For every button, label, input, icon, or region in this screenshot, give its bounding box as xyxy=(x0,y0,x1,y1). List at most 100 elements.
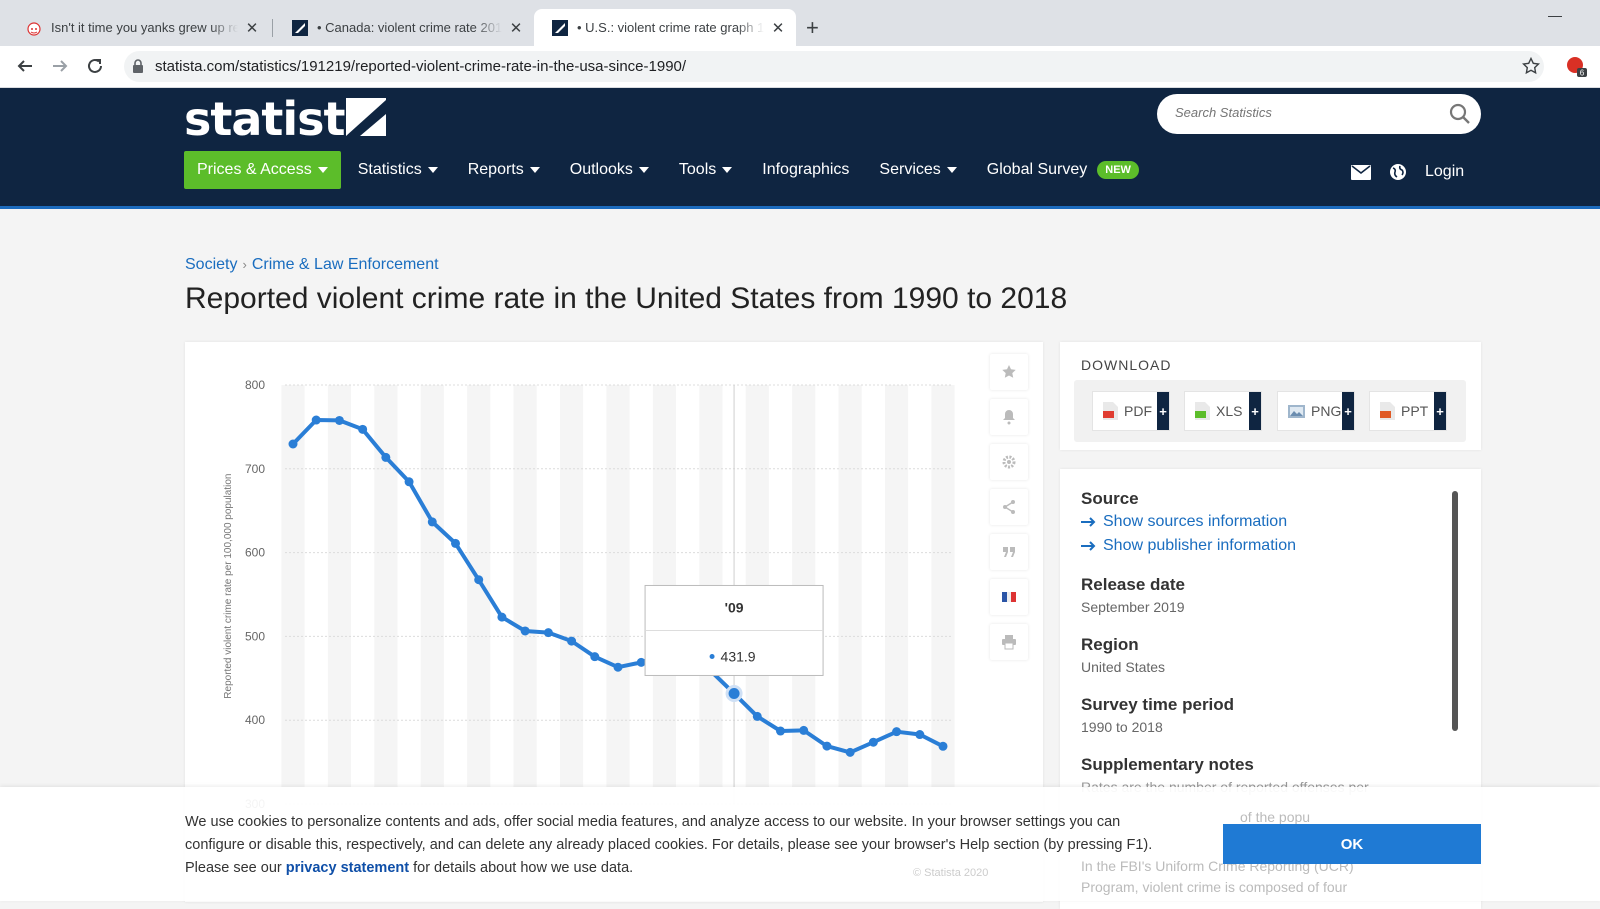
search-input[interactable] xyxy=(1173,104,1437,121)
nav-tools[interactable]: Tools xyxy=(678,161,733,179)
notification-button[interactable] xyxy=(990,399,1028,435)
plus-icon: + xyxy=(1249,392,1261,430)
nav-prices-access[interactable]: Prices & Access xyxy=(184,151,341,189)
data-point xyxy=(427,517,437,527)
y-tick-label: 600 xyxy=(245,546,265,560)
url-text[interactable]: statista.com/statistics/191219/reported-… xyxy=(155,58,687,75)
mail-icon[interactable] xyxy=(1351,164,1371,180)
back-arrow-icon xyxy=(17,60,32,72)
data-point xyxy=(915,730,925,740)
cookie-message: We use cookies to personalize contents a… xyxy=(185,811,1165,880)
arrow-right-icon xyxy=(1081,517,1097,527)
download-label: PPT xyxy=(1401,403,1429,419)
grid-band xyxy=(420,385,444,804)
close-tab-icon[interactable]: ✕ xyxy=(509,19,523,37)
nav-reports[interactable]: Reports xyxy=(468,161,540,179)
statista-favicon-icon xyxy=(292,19,308,36)
browser-tab-2[interactable]: • Canada: violent crime rate 2018 ✕ xyxy=(274,9,534,46)
grid-band xyxy=(513,385,537,804)
release-date-heading: Release date xyxy=(1081,575,1185,594)
new-tab-button[interactable]: + xyxy=(806,15,819,40)
download-png-button[interactable]: PNG + xyxy=(1277,391,1355,431)
cookie-ok-button[interactable]: OK xyxy=(1223,824,1481,864)
data-point xyxy=(892,727,902,737)
ppt-file-icon xyxy=(1380,402,1395,420)
nav-label: Statistics xyxy=(357,161,422,178)
login-link[interactable]: Login xyxy=(1425,163,1465,180)
data-point xyxy=(520,626,530,636)
lock-icon xyxy=(132,59,144,78)
nav-global-survey[interactable]: Global Survey NEW xyxy=(987,161,1139,179)
data-point xyxy=(725,684,743,702)
search-icon[interactable] xyxy=(1449,103,1471,130)
browser-tab-3[interactable]: • U.S.: violent crime rate graph 19 ✕ xyxy=(534,9,796,46)
chevron-down-icon xyxy=(722,167,733,173)
show-sources-link[interactable]: Show sources information xyxy=(1081,513,1441,531)
statista-logo[interactable]: statista xyxy=(184,92,376,146)
grid-band xyxy=(327,385,352,804)
breadcrumb-society[interactable]: Society xyxy=(185,256,238,273)
tooltip-label: '09 xyxy=(725,599,744,615)
share-button[interactable] xyxy=(990,489,1028,525)
forward-arrow-icon xyxy=(53,60,68,72)
source-heading: Source xyxy=(1081,489,1139,508)
region-value: United States xyxy=(1081,659,1166,675)
nav-infographics[interactable]: Infographics xyxy=(762,161,849,179)
download-label: XLS xyxy=(1216,403,1243,419)
main-nav: Prices & Access Statistics Reports Outlo… xyxy=(184,151,1169,189)
download-xls-button[interactable]: XLS + xyxy=(1184,391,1262,431)
extension-icon[interactable]: 6 xyxy=(1566,56,1588,83)
bookmark-star-icon[interactable] xyxy=(1521,56,1541,80)
download-ppt-button[interactable]: PPT + xyxy=(1369,391,1447,431)
browser-tab-1[interactable]: Isn't it time you yanks grew up re ✕ xyxy=(8,9,270,46)
grid-band xyxy=(884,385,909,804)
download-pdf-button[interactable]: PDF + xyxy=(1092,391,1170,431)
nav-label: Outlooks xyxy=(569,161,633,178)
close-tab-icon[interactable]: ✕ xyxy=(245,19,259,37)
statista-logo-mark-icon[interactable] xyxy=(346,98,386,136)
data-point xyxy=(543,628,553,638)
data-point xyxy=(334,415,344,425)
cookie-banner: of the popu In the FBI's Uniform Crime R… xyxy=(0,787,1600,901)
nav-label: Services xyxy=(879,161,941,178)
breadcrumb-crime[interactable]: Crime & Law Enforcement xyxy=(251,256,439,273)
grid-band xyxy=(374,385,398,804)
y-tick-label: 800 xyxy=(245,378,265,392)
reddit-favicon-icon xyxy=(26,20,42,36)
forward-button[interactable] xyxy=(49,55,71,77)
download-label: PNG xyxy=(1311,403,1342,419)
globe-icon[interactable] xyxy=(1389,163,1407,181)
cite-button[interactable] xyxy=(990,534,1028,570)
data-point xyxy=(752,711,762,721)
info-scrollbar[interactable] xyxy=(1452,491,1458,731)
settings-button[interactable] xyxy=(990,444,1028,480)
search-box[interactable] xyxy=(1157,94,1481,134)
data-point xyxy=(358,424,368,434)
minimize-window-button[interactable] xyxy=(1548,16,1562,17)
chart-credit: © Statista 2020 xyxy=(913,867,989,879)
chevron-down-icon xyxy=(638,167,649,173)
data-point xyxy=(381,452,391,462)
tab-divider xyxy=(272,19,273,37)
close-tab-icon[interactable]: ✕ xyxy=(771,19,785,37)
line-chart[interactable]: 300400500600700800Reported violent crime… xyxy=(185,342,965,812)
nav-services[interactable]: Services xyxy=(879,161,957,179)
show-publisher-link[interactable]: Show publisher information xyxy=(1081,537,1441,555)
favorite-button[interactable] xyxy=(990,354,1028,390)
privacy-statement-link[interactable]: privacy statement xyxy=(285,860,410,876)
nav-label: Tools xyxy=(678,161,717,178)
cookie-text: We use cookies to personalize contents a… xyxy=(185,814,1153,876)
print-button[interactable] xyxy=(990,624,1028,660)
data-point xyxy=(845,747,855,757)
url-field[interactable] xyxy=(124,51,1544,82)
nav-outlooks[interactable]: Outlooks xyxy=(570,161,649,179)
reload-button[interactable] xyxy=(84,55,106,77)
nav-label: Global Survey xyxy=(986,161,1088,178)
back-button[interactable] xyxy=(14,55,36,77)
nav-label: Prices & Access xyxy=(197,161,312,178)
chevron-down-icon xyxy=(529,167,540,173)
chevron-down-icon xyxy=(427,167,438,173)
flag-button[interactable] xyxy=(990,579,1028,615)
nav-statistics[interactable]: Statistics xyxy=(358,161,438,179)
show-publisher-label: Show publisher information xyxy=(1103,537,1296,554)
